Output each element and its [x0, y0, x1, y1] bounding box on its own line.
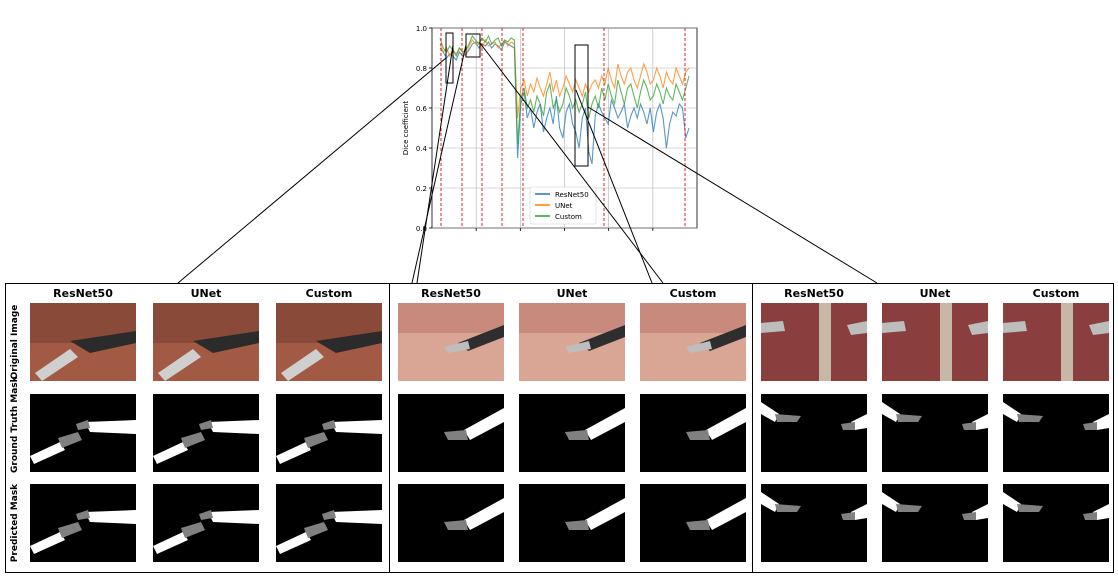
y-tick-label: 0.6 — [416, 105, 428, 113]
y-tick-label: 1.0 — [416, 25, 427, 33]
y-tick-label: 0.2 — [416, 185, 427, 193]
ground-truth-mask — [153, 394, 259, 472]
predicted-mask — [761, 484, 867, 562]
original-image — [1003, 303, 1109, 381]
predicted-mask — [640, 484, 746, 562]
column-header: ResNet50 — [396, 287, 506, 300]
connector-line — [178, 58, 446, 283]
ground-truth-mask — [761, 394, 867, 472]
ground-truth-mask — [640, 394, 746, 472]
row-header: Original Image — [10, 302, 20, 382]
row-header: Ground Truth Mask — [10, 393, 20, 473]
original-image — [519, 303, 625, 381]
predicted-mask — [30, 484, 136, 562]
original-image — [276, 303, 382, 381]
predicted-mask — [398, 484, 504, 562]
predicted-mask — [276, 484, 382, 562]
predicted-mask — [519, 484, 625, 562]
column-header: Custom — [1001, 287, 1111, 300]
y-axis-label: Dice coefficient — [402, 101, 410, 155]
original-image — [398, 303, 504, 381]
legend: ResNet50 UNet Custom — [530, 187, 596, 224]
original-image — [882, 303, 988, 381]
ground-truth-mask — [882, 394, 988, 472]
predicted-mask — [882, 484, 988, 562]
predicted-mask — [153, 484, 259, 562]
ground-truth-mask — [398, 394, 504, 472]
original-image — [640, 303, 746, 381]
ground-truth-mask — [30, 394, 136, 472]
legend-label: ResNet50 — [555, 191, 589, 199]
ground-truth-mask — [276, 394, 382, 472]
column-header: UNet — [151, 287, 261, 300]
original-image — [761, 303, 867, 381]
row-header: Predicted Mask — [10, 483, 20, 563]
predicted-mask — [1003, 484, 1109, 562]
column-header: UNet — [880, 287, 990, 300]
column-header: Custom — [274, 287, 384, 300]
y-tick-label: 0.4 — [416, 145, 428, 153]
column-header: ResNet50 — [28, 287, 138, 300]
original-image — [30, 303, 136, 381]
ground-truth-mask — [519, 394, 625, 472]
legend-label: UNet — [555, 202, 573, 210]
column-header: UNet — [517, 287, 627, 300]
original-image — [153, 303, 259, 381]
legend-label: Custom — [555, 213, 582, 221]
column-header: Custom — [638, 287, 748, 300]
column-header: ResNet50 — [759, 287, 869, 300]
ground-truth-mask — [1003, 394, 1109, 472]
y-tick-label: 0.8 — [416, 65, 427, 73]
